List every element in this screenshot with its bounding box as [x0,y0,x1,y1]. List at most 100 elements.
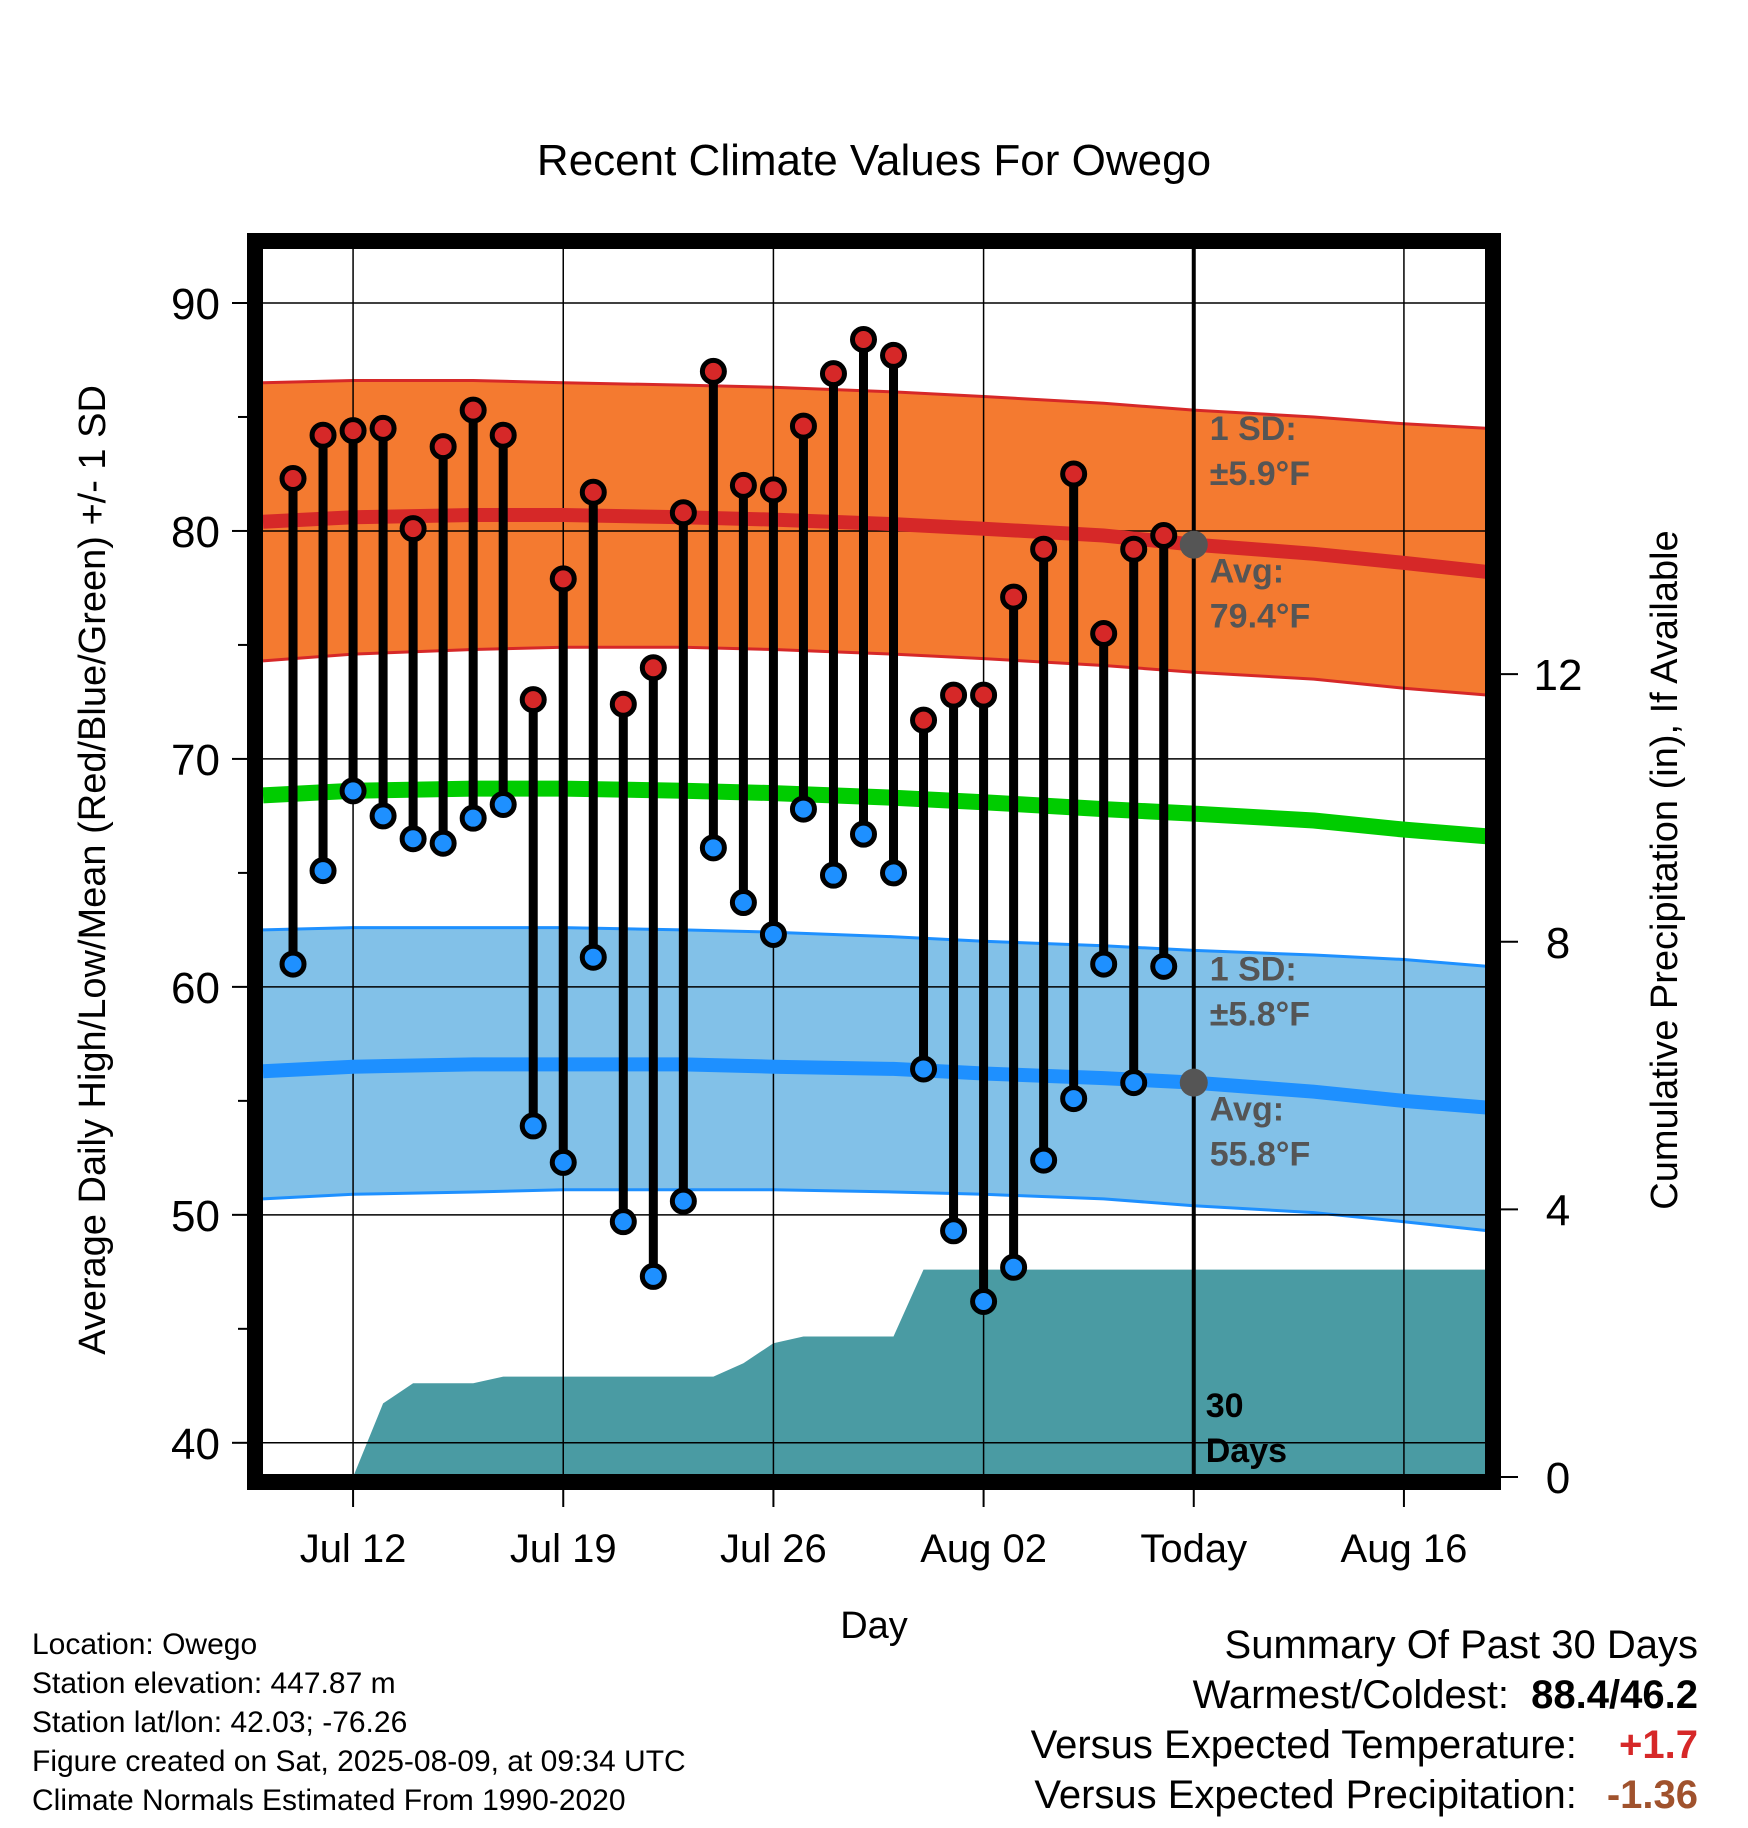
daily-low-point [910,1055,938,1083]
daily-low-point [489,791,517,819]
daily-high-point [849,325,877,353]
daily-low-point [669,1187,697,1215]
annotation-high-sd-label: 1 SD: [1210,410,1297,448]
summary-title: Summary Of Past 30 Days [1224,1623,1698,1667]
annotation-low-avg-value: 55.8°F [1210,1136,1311,1174]
daily-high-point [729,471,757,499]
y-tick-label: 50 [171,1192,220,1241]
precip-area [353,1269,1488,1477]
temp-value: +1.7 [1619,1723,1698,1767]
x-tick-label: Jul 19 [510,1527,617,1571]
daily-low-point [819,861,847,889]
daily-high-point [279,465,307,493]
daily-high-point [669,499,697,527]
daily-high-point [699,357,727,385]
daily-high-point [759,476,787,504]
precip-value: -1.36 [1606,1773,1698,1817]
precip-label: Versus Expected Precipitation: [1034,1773,1577,1817]
daily-high-point [459,396,487,424]
daily-low-point [279,950,307,978]
x-tick-label: Jul 12 [300,1527,407,1571]
daily-low-point [339,777,367,805]
plot-content [260,246,1488,1477]
daily-low-point [459,804,487,832]
daily-low-point [519,1112,547,1140]
daily-low-point [1030,1146,1058,1174]
daily-high-point [369,414,397,442]
daily-high-point [1060,460,1088,488]
annotation-high-avg-value: 79.4°F [1210,598,1311,636]
y2-tick-label: 0 [1546,1454,1570,1503]
daily-high-point [429,433,457,461]
daily-high-point [1120,535,1148,563]
daily-high-point [489,421,517,449]
daily-high-point [1030,535,1058,563]
daily-high-point [309,421,337,449]
info-latlon: Station lat/lon: 42.03; -76.26 [32,1706,408,1739]
annotation-high-avg-label: Avg: [1210,553,1284,591]
daily-low-point [759,920,787,948]
daily-low-point [369,802,397,830]
today-low-avg-marker [1179,1068,1208,1097]
daily-low-point [699,834,727,862]
today-high-avg-marker [1179,530,1208,559]
daily-high-point [399,515,427,543]
chart-title: Recent Climate Values For Owego [537,136,1211,185]
daily-low-point [1000,1253,1028,1281]
daily-low-point [609,1208,637,1236]
info-normals: Climate Normals Estimated From 1990-2020 [32,1784,626,1817]
daily-high-point [339,417,367,445]
warm-cold-value: 88.4/46.2 [1531,1673,1698,1717]
y-tick-label: 40 [171,1420,220,1469]
x-tick-label: Aug 02 [920,1527,1047,1571]
annotation-days-label: Days [1206,1432,1287,1470]
x-axis-label: Day [840,1605,908,1647]
info-location: Location: Owego [32,1628,258,1661]
daily-high-point [880,341,908,369]
daily-high-point [910,706,938,734]
daily-low-point [429,829,457,857]
high-sd-band [263,380,1488,696]
temp-label: Versus Expected Temperature: [1030,1723,1577,1767]
daily-low-point [549,1148,577,1176]
axes: 40 50 60 70 80 90 0 4 8 12 Jul 12 Jul 19 Jul 26 Aug 0… [171,233,1583,1571]
annotation-high-sd-value: ±5.9°F [1210,455,1310,493]
daily-low-point [1120,1069,1148,1097]
y2-axis-label: Cumulative Precipitation (in), If Availa… [1644,530,1686,1209]
daily-high-point [579,478,607,506]
daily-low-point [729,889,757,917]
daily-high-point [609,690,637,718]
low-sd-upper-edge [262,926,1488,968]
y-tick-label: 70 [171,736,220,785]
normal-low-line [262,1057,1488,1115]
y-tick-label: 60 [171,964,220,1013]
annotation-low-sd-value: ±5.8°F [1210,995,1310,1033]
annotation-low-avg-label: Avg: [1210,1091,1284,1129]
daily-high-point [639,654,667,682]
daily-high-point [789,412,817,440]
daily-high-point [549,565,577,593]
daily-low-point [880,859,908,887]
daily-high-point [519,686,547,714]
daily-high-point [1000,583,1028,611]
summary-temp: Versus Expected Temperature: +1.7 [1031,1725,1698,1765]
daily-high-point [1150,522,1178,550]
low-sd-band [263,927,1488,1231]
daily-low-point [970,1287,998,1315]
y-axis-label: Average Daily High/Low/Mean (Red/Blue/Gr… [72,385,114,1355]
y2-tick-label: 12 [1534,651,1583,700]
summary-warm-cold: Warmest/Coldest: 88.4/46.2 [1193,1675,1698,1715]
daily-low-point [1090,950,1118,978]
daily-low-point [399,825,427,853]
daily-low-point [579,943,607,971]
warm-cold-label: Warmest/Coldest: [1192,1673,1509,1717]
daily-low-point [1060,1085,1088,1113]
summary-precip: Versus Expected Precipitation: -1.36 [1034,1775,1698,1815]
annotation-low-sd-label: 1 SD: [1210,950,1297,988]
x-tick-label: Today [1140,1527,1247,1571]
daily-low-point [789,795,817,823]
y-tick-label: 90 [171,280,220,329]
annotation-days-count: 30 [1206,1387,1244,1425]
x-tick-label: Aug 16 [1341,1527,1468,1571]
